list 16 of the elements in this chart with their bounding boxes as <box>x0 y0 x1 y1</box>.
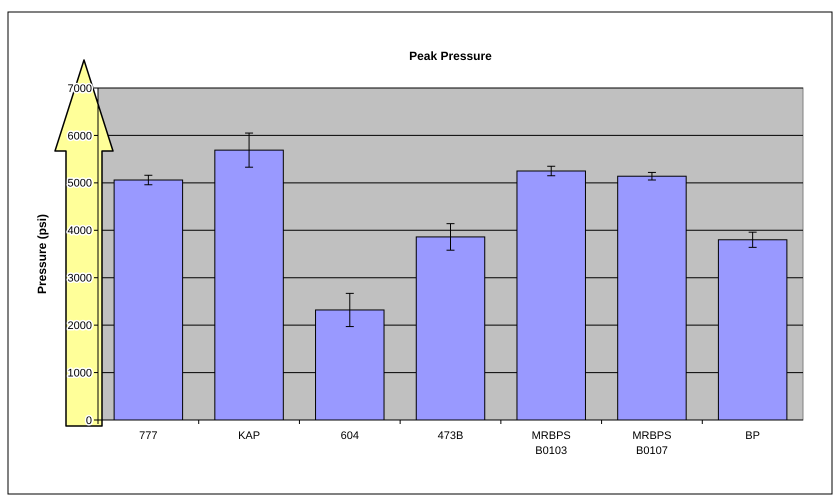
y-tick-label: 2000 <box>68 320 92 332</box>
y-tick-label: 6000 <box>68 130 92 142</box>
y-axis-title: Pressure (psi) <box>35 214 49 294</box>
chart-title: Peak Pressure <box>409 49 492 63</box>
x-tick-label: 604 <box>340 430 359 442</box>
x-tick-label: 473B <box>438 430 464 442</box>
y-tick-label: 0 <box>86 414 92 427</box>
x-tick-label: BP <box>745 430 760 442</box>
x-tick-label: MRBPS B0107 <box>632 430 672 457</box>
x-tick-label: KAP <box>238 430 260 442</box>
y-tick-label: 4000 <box>68 225 92 238</box>
y-tick-label: 3000 <box>68 272 92 285</box>
y-tick-label: 5000 <box>68 178 92 190</box>
x-tick-label: 777 <box>139 430 158 442</box>
x-tick-label: MRBPS B0103 <box>532 430 571 457</box>
y-tick-label: 1000 <box>68 367 92 380</box>
